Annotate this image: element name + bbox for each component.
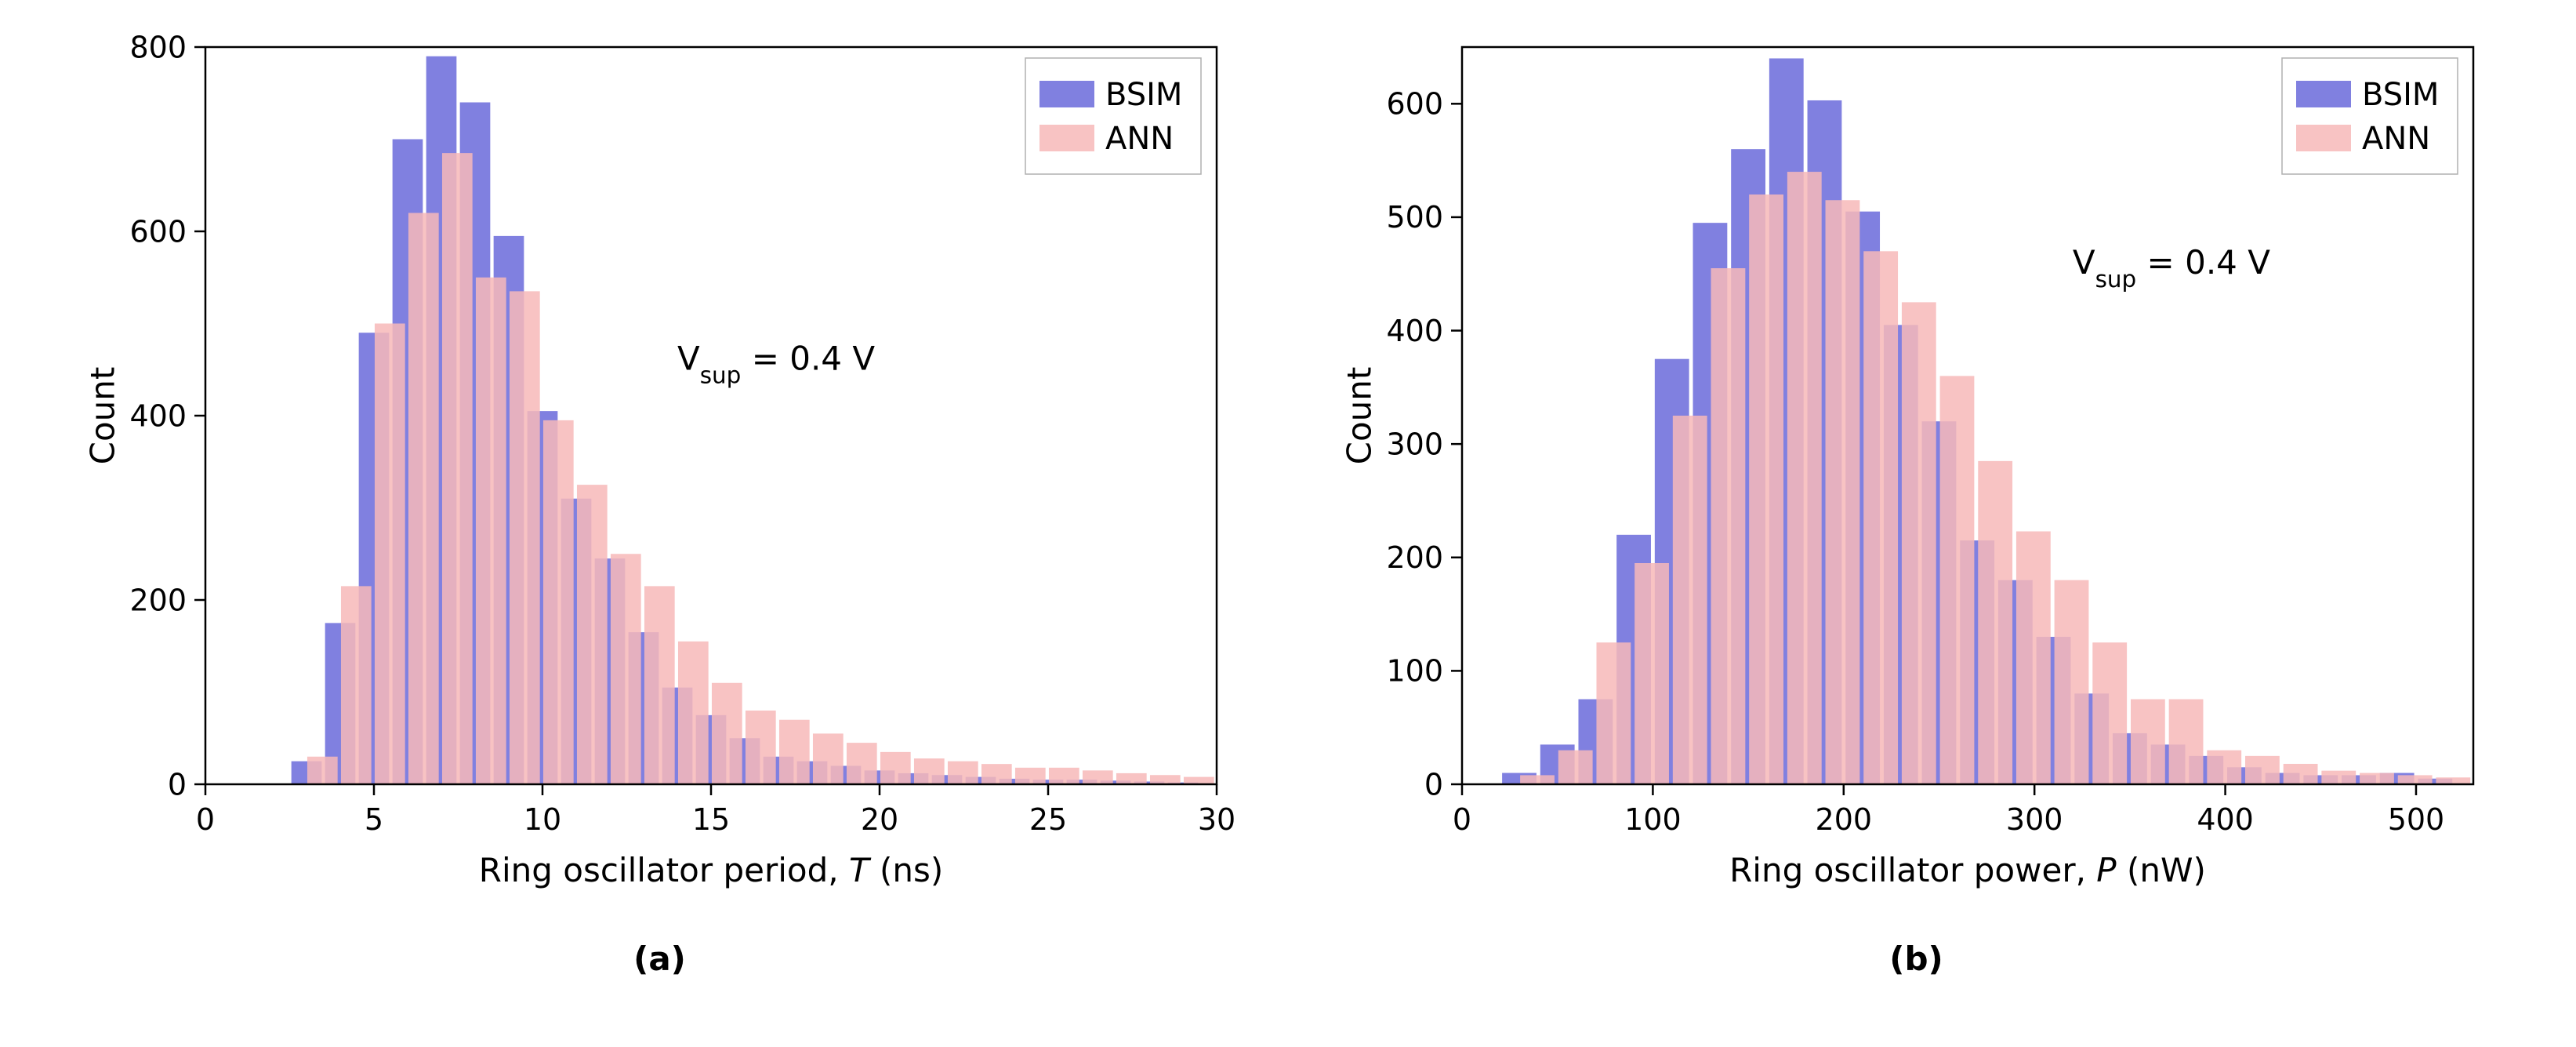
- xtick-label: 300: [2005, 802, 2063, 837]
- ytick-label: 600: [129, 214, 187, 249]
- ann-bar: [542, 420, 573, 784]
- legend-label: BSIM: [1105, 77, 1182, 113]
- ann-bar: [2092, 642, 2127, 784]
- panel-a: 0 5 10 15 20 25 30 0 200 400 600 800 Ring oscillator…: [72, 16, 1248, 978]
- ann-bar: [576, 485, 607, 784]
- ytick-label: 600: [1386, 87, 1443, 122]
- ann-bar: [1672, 416, 1707, 784]
- ytick-label: 100: [1386, 654, 1443, 689]
- figure-container: 0510152025300200400600800Ring oscillator…: [0, 0, 2576, 1047]
- ann-bar: [441, 153, 472, 784]
- ytick-label: 400: [1386, 314, 1443, 348]
- ann-bar: [1825, 200, 1859, 784]
- ann-bar: [2283, 764, 2317, 784]
- ann-bar: [340, 586, 371, 784]
- chart-a-svg-holder: 0 5 10 15 20 25 30 0 200 400 600 800 Ring oscillator…: [72, 16, 1248, 921]
- ann-bar: [1183, 777, 1214, 784]
- ann-bar: [947, 762, 978, 784]
- caption-a: (a): [633, 940, 686, 978]
- ann-bar: [2397, 775, 2432, 784]
- ann-bar: [1749, 194, 1783, 784]
- legend-swatch: [2296, 125, 2351, 151]
- legend-swatch: [1039, 125, 1094, 151]
- ann-bar: [1939, 376, 1974, 784]
- chart-a-ylabel: Count: [83, 367, 122, 465]
- ann-bar: [408, 213, 438, 785]
- ann-bar: [812, 733, 843, 784]
- ann-bar: [711, 683, 742, 784]
- ann-bar: [2207, 751, 2241, 784]
- xtick-label: 5: [364, 802, 383, 837]
- chart-b-xlabel: Ring oscillator power, P (nW): [1729, 851, 2206, 889]
- ann-bar: [2245, 756, 2280, 784]
- chart-b-svg-holder: 0 100 200 300 400 500 0 100 200 300 400 500 600 Ring …: [1329, 16, 2505, 921]
- ann-bar: [1520, 775, 1555, 784]
- ann-bar: [475, 278, 506, 784]
- legend-label: BSIM: [2362, 77, 2439, 113]
- ytick-label: 400: [129, 398, 187, 433]
- ann-bar: [745, 711, 775, 784]
- ann-bar: [1978, 461, 2012, 784]
- ann-bar: [1149, 775, 1180, 784]
- ytick-label: 500: [1386, 200, 1443, 234]
- ann-bar: [2015, 532, 2050, 784]
- ann-bar: [1596, 642, 1631, 784]
- ann-bar: [846, 743, 876, 784]
- xtick-label: 400: [2197, 802, 2254, 837]
- ann-bar: [2321, 771, 2356, 784]
- ann-bar: [1901, 302, 1936, 784]
- ann-bar: [1048, 768, 1079, 784]
- ann-bar: [1711, 268, 1745, 784]
- ann-bar: [1116, 773, 1146, 784]
- ann-bar: [374, 324, 405, 785]
- ann-bar: [610, 554, 640, 784]
- xtick-label: 25: [1029, 802, 1066, 837]
- ann-bar: [1558, 751, 1592, 784]
- ytick-label: 800: [129, 30, 187, 64]
- xtick-label: 15: [691, 802, 729, 837]
- chart-a-svg: 0 5 10 15 20 25 30 0 200 400 600 800 Ring oscillator…: [72, 16, 1248, 918]
- ytick-label: 0: [1424, 767, 1442, 802]
- ann-bar: [1082, 770, 1112, 784]
- ann-bar: [2168, 700, 2203, 784]
- ann-bar: [2054, 580, 2088, 784]
- legend-swatch: [2296, 81, 2351, 107]
- legend-swatch: [1039, 81, 1094, 107]
- chart-a-xlabel: Ring oscillator period, T (ns): [478, 851, 942, 889]
- ytick-label: 300: [1386, 427, 1443, 461]
- xtick-label: 200: [1815, 802, 1872, 837]
- ann-bar: [509, 291, 539, 784]
- ytick-label: 200: [1386, 540, 1443, 575]
- chart-b-svg: 0 100 200 300 400 500 0 100 200 300 400 500 600 Ring …: [1329, 16, 2505, 918]
- ann-bar: [913, 758, 944, 784]
- xtick-label: 500: [2387, 802, 2444, 837]
- xtick-label: 30: [1197, 802, 1235, 837]
- ann-bar: [677, 642, 708, 784]
- xtick-label: 10: [523, 802, 561, 837]
- ann-bar: [1014, 768, 1045, 784]
- ann-bar: [1787, 172, 1821, 784]
- legend-label: ANN: [2362, 121, 2430, 157]
- ann-bar: [1863, 251, 1898, 784]
- ann-bar: [778, 720, 809, 784]
- xtick-label: 100: [1624, 802, 1682, 837]
- ann-bar: [644, 586, 674, 784]
- ann-bar: [1634, 563, 1669, 784]
- xtick-label: 20: [860, 802, 898, 837]
- ytick-label: 0: [167, 767, 186, 802]
- panel-b: 0 100 200 300 400 500 0 100 200 300 400 500 600 Ring …: [1329, 16, 2505, 978]
- ann-bar: [2130, 700, 2164, 784]
- ann-bar: [2360, 773, 2394, 784]
- ann-bar: [981, 764, 1011, 784]
- ann-bar: [880, 752, 910, 784]
- chart-b-ylabel: Count: [1340, 367, 1378, 465]
- ytick-label: 200: [129, 583, 187, 617]
- ann-bar: [2436, 777, 2470, 784]
- legend-label: ANN: [1105, 121, 1174, 157]
- xtick-label: 0: [195, 802, 214, 837]
- xtick-label: 0: [1452, 802, 1471, 837]
- ann-bar: [307, 757, 337, 784]
- caption-b: (b): [1889, 940, 1943, 978]
